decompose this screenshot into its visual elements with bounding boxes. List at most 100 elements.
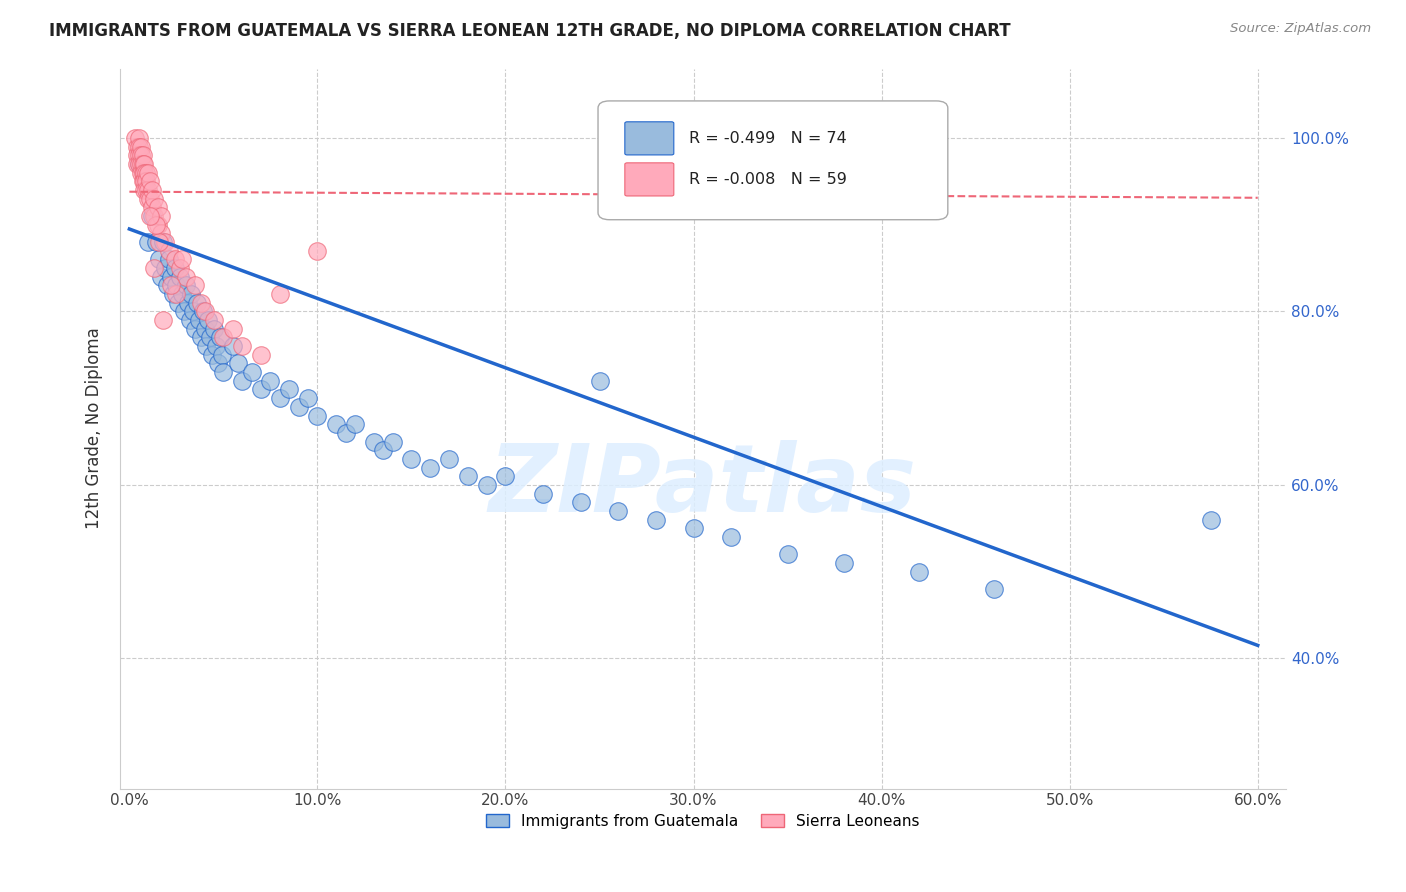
Point (156, 278, 179, 293)
Point (153, 235, 176, 249)
Point (297, 391, 319, 405)
Point (207, 356, 229, 370)
Point (682, 521, 704, 535)
Point (128, 157, 150, 171)
Point (202, 322, 225, 336)
Point (373, 443, 395, 458)
Point (162, 287, 184, 301)
Point (141, 183, 163, 197)
Point (208, 330, 231, 344)
Text: R = -0.008   N = 59: R = -0.008 N = 59 (689, 172, 846, 187)
Point (832, 556, 855, 570)
Point (344, 417, 367, 432)
Point (135, 174, 157, 188)
Point (128, 148, 150, 162)
Point (150, 269, 173, 284)
Text: Source: ZipAtlas.com: Source: ZipAtlas.com (1230, 22, 1371, 36)
Point (136, 183, 159, 197)
Point (165, 287, 187, 301)
Point (588, 374, 610, 388)
Point (531, 486, 554, 500)
Point (131, 174, 153, 188)
Point (135, 183, 157, 197)
Point (381, 434, 404, 449)
Point (179, 313, 201, 327)
Point (188, 313, 211, 327)
Point (231, 339, 253, 353)
Point (134, 174, 156, 188)
FancyBboxPatch shape (624, 163, 673, 196)
Point (174, 269, 197, 284)
Point (136, 192, 159, 206)
Point (776, 547, 799, 561)
Point (194, 304, 217, 318)
Point (128, 131, 150, 145)
Point (457, 469, 479, 483)
Point (908, 565, 931, 579)
Text: R = -0.499   N = 74: R = -0.499 N = 74 (689, 131, 846, 146)
Point (170, 252, 193, 267)
Point (335, 425, 357, 440)
Y-axis label: 12th Grade, No Diploma: 12th Grade, No Diploma (86, 327, 103, 529)
Point (170, 287, 193, 301)
Point (148, 235, 170, 249)
Point (222, 322, 245, 336)
Point (180, 287, 202, 301)
Point (129, 157, 152, 171)
Point (720, 530, 742, 544)
Point (569, 495, 592, 509)
Point (148, 252, 170, 267)
Point (128, 157, 150, 171)
Point (250, 348, 273, 362)
Point (129, 148, 152, 162)
Point (128, 139, 150, 153)
Point (197, 313, 219, 327)
Point (129, 166, 152, 180)
Point (141, 209, 163, 223)
Point (200, 330, 222, 344)
Point (181, 304, 204, 318)
Point (607, 504, 630, 518)
Point (159, 269, 181, 284)
Point (153, 260, 176, 275)
Point (475, 478, 498, 492)
Point (191, 304, 214, 318)
Point (201, 348, 224, 362)
Point (184, 278, 207, 293)
Point (211, 348, 233, 362)
Point (150, 227, 173, 241)
Point (152, 235, 174, 249)
Point (307, 244, 329, 258)
Point (145, 218, 167, 232)
Point (134, 183, 156, 197)
Point (150, 209, 173, 223)
Point (131, 148, 153, 162)
FancyBboxPatch shape (624, 122, 673, 155)
Point (157, 252, 180, 267)
Point (136, 235, 159, 249)
Point (142, 192, 165, 206)
Point (145, 235, 167, 249)
Point (194, 322, 217, 336)
Point (152, 313, 174, 327)
Point (136, 166, 159, 180)
Point (645, 513, 668, 527)
Point (174, 278, 197, 293)
Point (167, 295, 190, 310)
Point (124, 131, 146, 145)
Point (186, 295, 208, 310)
Text: ZIPatlas: ZIPatlas (489, 440, 917, 533)
Text: IMMIGRANTS FROM GUATEMALA VS SIERRA LEONEAN 12TH GRADE, NO DIPLOMA CORRELATION C: IMMIGRANTS FROM GUATEMALA VS SIERRA LEON… (49, 22, 1011, 40)
Point (184, 322, 207, 336)
Point (1199, 513, 1222, 527)
Point (212, 365, 235, 379)
Point (139, 209, 162, 223)
Point (135, 166, 157, 180)
Legend: Immigrants from Guatemala, Sierra Leoneans: Immigrants from Guatemala, Sierra Leonea… (479, 807, 927, 835)
Point (325, 417, 347, 432)
Point (139, 192, 162, 206)
Point (190, 330, 212, 344)
Point (495, 469, 517, 483)
Point (134, 157, 156, 171)
Point (983, 582, 1005, 596)
